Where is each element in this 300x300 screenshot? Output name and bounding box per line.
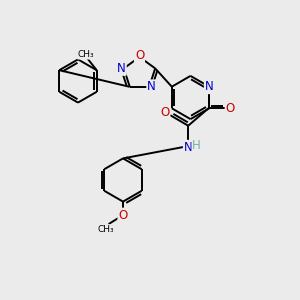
Text: H: H bbox=[192, 139, 201, 152]
Text: O: O bbox=[160, 106, 170, 119]
Text: CH₃: CH₃ bbox=[78, 50, 94, 59]
Text: O: O bbox=[118, 208, 127, 222]
Text: N: N bbox=[184, 141, 193, 154]
Text: O: O bbox=[226, 102, 235, 115]
Text: O: O bbox=[135, 49, 144, 62]
Text: N: N bbox=[117, 62, 126, 75]
Text: CH₃: CH₃ bbox=[97, 225, 114, 234]
Text: N: N bbox=[147, 80, 156, 93]
Text: N: N bbox=[205, 80, 214, 93]
